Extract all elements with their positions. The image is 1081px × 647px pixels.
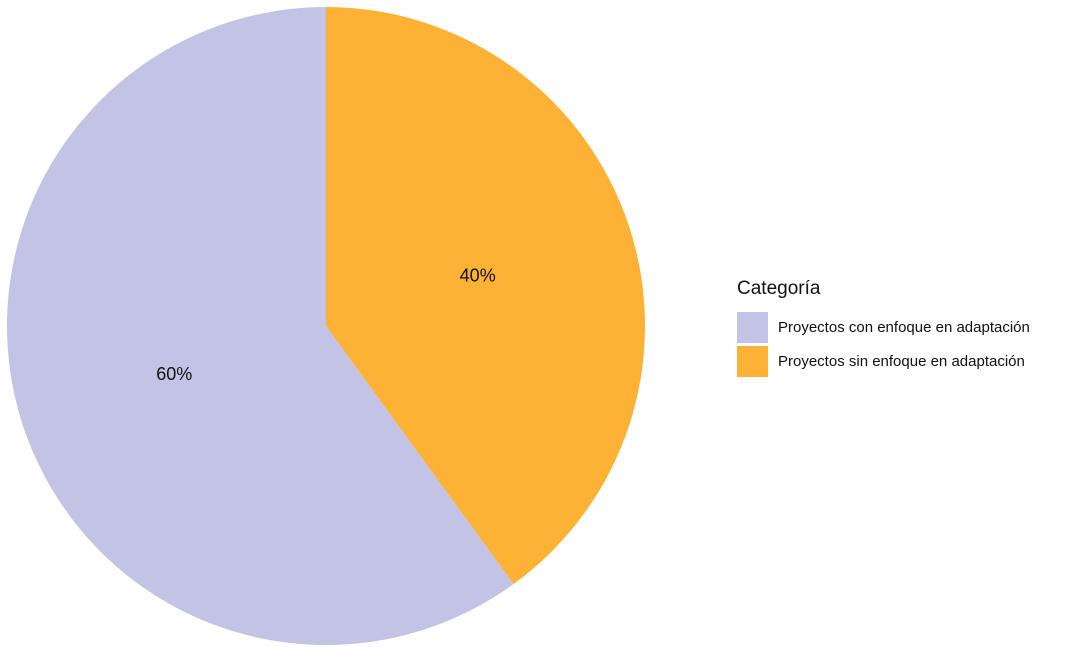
legend-title: Categoría — [737, 278, 821, 299]
legend: Categoría Proyectos con enfoque en adapt… — [737, 278, 1030, 378]
slice-label: 40% — [460, 265, 496, 285]
slice-label: 60% — [156, 364, 192, 384]
legend-item-con-adaptacion: Proyectos con enfoque en adaptación — [737, 310, 1030, 344]
legend-swatch — [737, 345, 768, 377]
pie-slices — [6, 7, 645, 645]
legend-label: Proyectos sin enfoque en adaptación — [778, 352, 1025, 370]
pie-slice-sin-adaptacion — [326, 7, 645, 585]
legend-item-sin-adaptacion: Proyectos sin enfoque en adaptación — [737, 344, 1030, 378]
legend-swatch — [737, 311, 768, 343]
pie-slice-con-adaptacion — [6, 7, 514, 645]
legend-label: Proyectos con enfoque en adaptación — [778, 318, 1030, 336]
pie-slice-labels: 60% 40% — [156, 265, 495, 384]
